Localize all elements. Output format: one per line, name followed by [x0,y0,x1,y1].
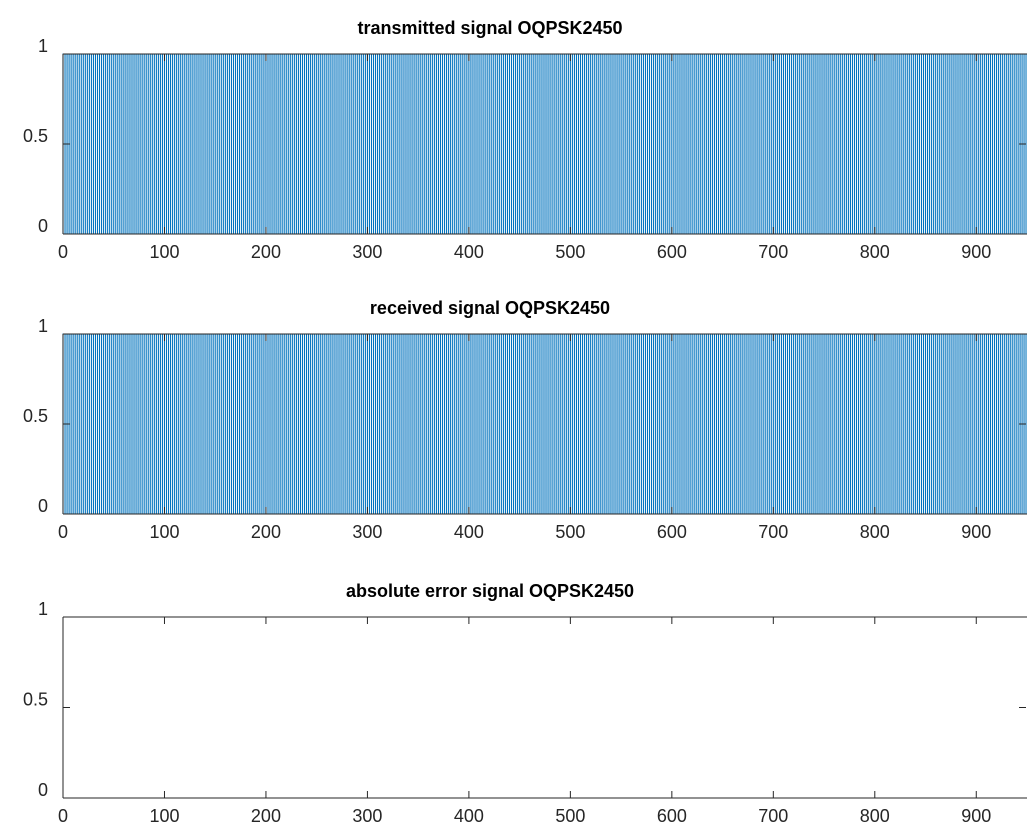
subplot-3: 0 100 200 300 400 500 600 700 800 900 0 0.5 1 absolut… [23,581,1027,826]
chart-title: received signal OQPSK2450 [370,298,610,318]
x-tick-label: 800 [860,242,890,262]
x-tick-label: 500 [555,522,585,542]
x-tick-label: 200 [251,522,281,542]
x-tick-label: 100 [149,522,179,542]
x-tick-label: 300 [352,806,382,826]
x-tick-label: 900 [961,242,991,262]
x-tick-label: 0 [58,806,68,826]
x-tick-label: 900 [961,806,991,826]
x-tick-label: 100 [149,242,179,262]
y-tick-label: 1 [38,36,48,56]
x-tick-label: 100 [149,806,179,826]
subplot-2: 0 100 200 300 400 500 600 700 800 900 0 0.5 1 receive… [23,298,1027,542]
y-tick-label: 0 [38,216,48,236]
x-tick-label: 300 [352,242,382,262]
x-tick-label: 900 [961,522,991,542]
y-tick-label: 0 [38,496,48,516]
y-tick-label: 0.5 [23,406,48,426]
x-tick-label: 700 [758,522,788,542]
series-line-1 [62,333,1027,515]
x-tick-label: 500 [555,242,585,262]
x-tick-label: 600 [657,806,687,826]
subplot-1: 0 100 200 300 400 500 600 700 800 900 0 0.5 1 transmi… [23,18,1027,262]
series-line-1 [62,53,1027,235]
x-tick-label: 800 [860,522,890,542]
x-tick-label: 200 [251,242,281,262]
x-tick-label: 400 [454,806,484,826]
x-tick-label: 0 [58,522,68,542]
x-tick-label: 0 [58,242,68,262]
x-tick-label: 200 [251,806,281,826]
y-tick-label: 0.5 [23,126,48,146]
y-tick-label: 1 [38,599,48,619]
x-tick-label: 700 [758,806,788,826]
x-tick-label: 800 [860,806,890,826]
y-tick-label: 1 [38,316,48,336]
x-tick-label: 400 [454,242,484,262]
x-tick-label: 400 [454,522,484,542]
x-tick-label: 600 [657,242,687,262]
chart-title: absolute error signal OQPSK2450 [346,581,634,601]
y-tick-label: 0.5 [23,690,48,710]
x-tick-label: 500 [555,806,585,826]
x-tick-label: 700 [758,242,788,262]
chart-title: transmitted signal OQPSK2450 [357,18,622,38]
y-tick-label: 0 [38,780,48,800]
x-tick-label: 600 [657,522,687,542]
x-tick-label: 300 [352,522,382,542]
